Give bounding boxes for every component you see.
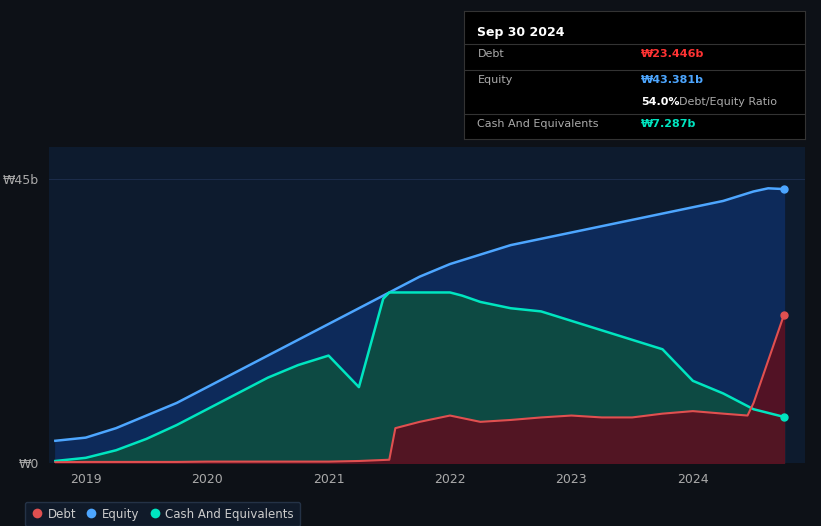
Text: ₩7.287b: ₩7.287b <box>641 119 696 129</box>
Text: 54.0%: 54.0% <box>641 97 680 107</box>
Text: Sep 30 2024: Sep 30 2024 <box>478 26 565 39</box>
Text: ₩43.381b: ₩43.381b <box>641 75 704 85</box>
Text: Debt/Equity Ratio: Debt/Equity Ratio <box>678 97 777 107</box>
Text: Equity: Equity <box>478 75 513 85</box>
Text: Cash And Equivalents: Cash And Equivalents <box>478 119 599 129</box>
Text: Debt: Debt <box>478 49 504 59</box>
Text: ₩23.446b: ₩23.446b <box>641 49 704 59</box>
Legend: Debt, Equity, Cash And Equivalents: Debt, Equity, Cash And Equivalents <box>25 502 300 526</box>
